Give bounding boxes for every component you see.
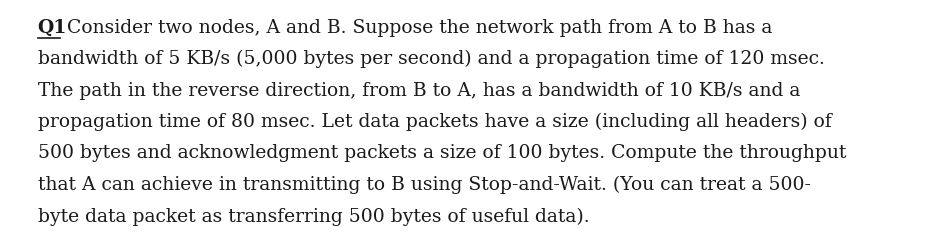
- Text: byte data packet as transferring 500 bytes of useful data).: byte data packet as transferring 500 byt…: [38, 207, 589, 226]
- Text: 500 bytes and acknowledgment packets a size of 100 bytes. Compute the throughput: 500 bytes and acknowledgment packets a s…: [38, 144, 846, 162]
- Text: that A can achieve in transmitting to B using Stop-and-Wait. (You can treat a 50: that A can achieve in transmitting to B …: [38, 176, 811, 194]
- Text: Consider two nodes, A and B. Suppose the network path from A to B has a: Consider two nodes, A and B. Suppose the…: [61, 19, 772, 37]
- Text: propagation time of 80 msec. Let data packets have a size (including all headers: propagation time of 80 msec. Let data pa…: [38, 113, 832, 131]
- Text: bandwidth of 5 KB/s (5,000 bytes per second) and a propagation time of 120 msec.: bandwidth of 5 KB/s (5,000 bytes per sec…: [38, 50, 824, 68]
- Text: The path in the reverse direction, from B to A, has a bandwidth of 10 KB/s and a: The path in the reverse direction, from …: [38, 82, 800, 99]
- Text: Q1: Q1: [38, 19, 67, 37]
